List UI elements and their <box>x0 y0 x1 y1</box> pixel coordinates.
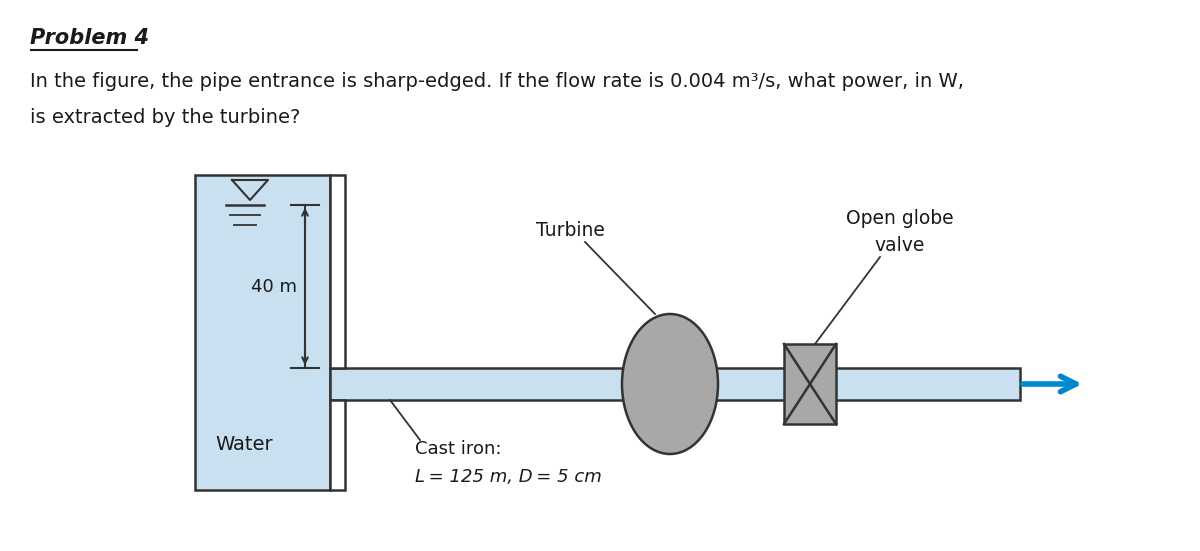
Bar <box>330 175 346 368</box>
Text: Open globe: Open globe <box>846 209 954 228</box>
Text: Problem 4: Problem 4 <box>30 28 149 48</box>
Text: valve: valve <box>875 236 925 255</box>
Bar <box>784 344 836 424</box>
Text: Cast iron:: Cast iron: <box>415 440 502 458</box>
Bar <box>330 368 1020 400</box>
Text: In the figure, the pipe entrance is sharp-edged. If the flow rate is 0.004 m³/s,: In the figure, the pipe entrance is shar… <box>30 72 964 91</box>
Text: L = 125 m, D = 5 cm: L = 125 m, D = 5 cm <box>415 468 601 486</box>
Bar <box>194 175 330 490</box>
Text: is extracted by the turbine?: is extracted by the turbine? <box>30 108 300 127</box>
Ellipse shape <box>622 314 718 454</box>
Text: 40 m: 40 m <box>251 278 298 295</box>
Bar <box>330 400 346 490</box>
Text: Turbine: Turbine <box>535 221 605 240</box>
Text: Water: Water <box>215 435 272 454</box>
